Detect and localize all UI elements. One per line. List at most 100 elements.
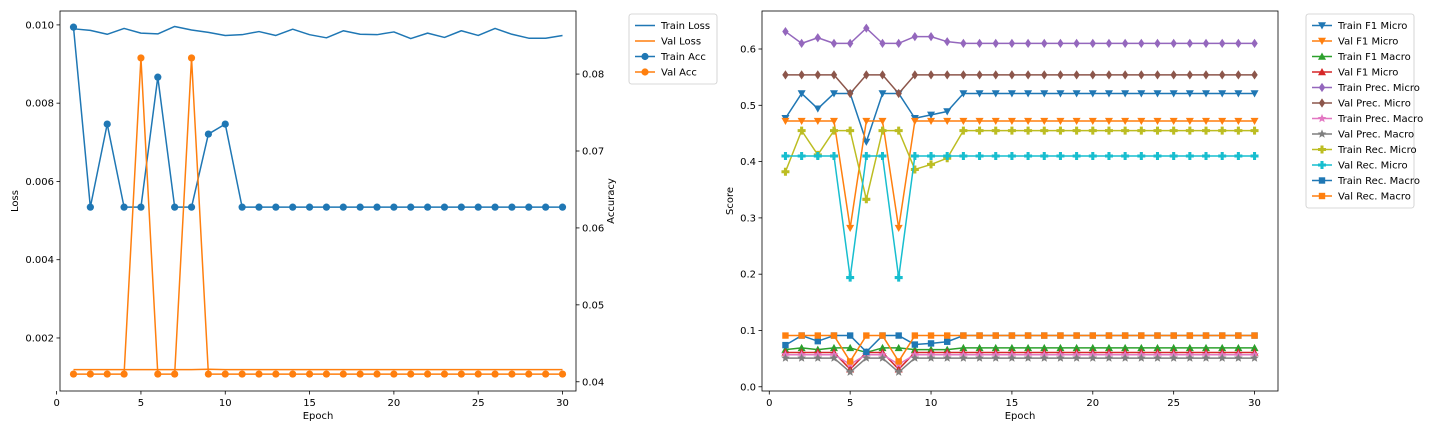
data-point xyxy=(895,332,901,338)
data-point xyxy=(847,358,853,364)
data-point xyxy=(424,204,431,211)
x-tick-label: 10 xyxy=(219,398,232,409)
data-point xyxy=(154,370,161,377)
data-point xyxy=(525,370,532,377)
data-point xyxy=(272,204,279,211)
data-point xyxy=(1138,332,1144,338)
data-point xyxy=(542,370,549,377)
x-tick-label: 5 xyxy=(847,398,853,409)
data-point xyxy=(222,120,229,127)
data-point xyxy=(475,204,482,211)
x-tick-label: 25 xyxy=(1167,398,1180,409)
legend-marker xyxy=(1319,193,1325,199)
data-point xyxy=(323,370,330,377)
x-axis-label: Epoch xyxy=(1005,411,1036,422)
data-point xyxy=(1187,332,1193,338)
legend-label: Train Prec. Micro xyxy=(1337,83,1420,94)
y-tick-label: 0.3 xyxy=(740,213,756,224)
data-point xyxy=(87,204,94,211)
legend-label: Val Prec. Micro xyxy=(1338,99,1411,110)
data-point xyxy=(1025,332,1031,338)
data-point xyxy=(70,24,77,31)
legend-label: Val Acc xyxy=(661,68,697,79)
data-point xyxy=(976,332,982,338)
x-tick-label: 20 xyxy=(388,398,401,409)
data-point xyxy=(960,332,966,338)
x-tick-label: 10 xyxy=(925,398,938,409)
y-right-tick-label: 0.06 xyxy=(582,223,604,234)
x-tick-label: 15 xyxy=(303,398,316,409)
legend-label: Val Prec. Macro xyxy=(1338,130,1414,141)
data-point xyxy=(272,370,279,377)
y-right-tick-label: 0.04 xyxy=(582,377,604,388)
y-axis-label: Loss xyxy=(10,190,21,212)
data-point xyxy=(306,370,313,377)
y-tick-label: 0.6 xyxy=(740,45,756,56)
data-point xyxy=(1219,332,1225,338)
data-point xyxy=(559,204,566,211)
y-right-tick-label: 0.08 xyxy=(582,70,604,81)
data-point xyxy=(1041,332,1047,338)
data-point xyxy=(1235,332,1241,338)
data-point xyxy=(1009,332,1015,338)
data-point xyxy=(1106,332,1112,338)
data-point xyxy=(104,120,111,127)
data-point xyxy=(239,204,246,211)
data-point xyxy=(491,370,498,377)
data-point xyxy=(390,204,397,211)
data-point xyxy=(1057,332,1063,338)
x-tick-label: 0 xyxy=(766,398,772,409)
legend-marker xyxy=(1319,177,1325,183)
data-point xyxy=(407,370,414,377)
data-point xyxy=(424,370,431,377)
data-point xyxy=(475,370,482,377)
y-tick-label: 0.0 xyxy=(740,382,756,393)
data-point xyxy=(289,370,296,377)
legend-label: Val Rec. Micro xyxy=(1338,161,1408,172)
data-point xyxy=(373,370,380,377)
data-point xyxy=(863,349,869,355)
data-point xyxy=(137,204,144,211)
data-point xyxy=(120,204,127,211)
data-point xyxy=(323,204,330,211)
data-point xyxy=(863,332,869,338)
data-point xyxy=(928,332,934,338)
y-tick-label: 0.002 xyxy=(25,333,54,344)
data-point xyxy=(508,370,515,377)
data-point xyxy=(188,54,195,61)
data-point xyxy=(491,204,498,211)
data-point xyxy=(1073,332,1079,338)
data-point xyxy=(831,332,837,338)
x-tick-label: 15 xyxy=(1006,398,1019,409)
data-point xyxy=(458,204,465,211)
data-point xyxy=(912,341,918,347)
data-point xyxy=(390,370,397,377)
y-tick-label: 0.4 xyxy=(740,157,756,168)
data-point xyxy=(1251,332,1257,338)
x-tick-label: 25 xyxy=(472,398,485,409)
legend-label: Train Acc xyxy=(660,52,706,63)
data-point xyxy=(815,338,821,344)
data-point xyxy=(154,74,161,81)
y-axis-label: Score xyxy=(725,187,736,215)
data-point xyxy=(928,340,934,346)
y-right-tick-label: 0.07 xyxy=(582,147,604,158)
data-point xyxy=(87,370,94,377)
data-point xyxy=(205,370,212,377)
legend-label: Val Rec. Macro xyxy=(1338,192,1411,203)
y-tick-label: 0.010 xyxy=(25,20,54,31)
data-point xyxy=(1122,332,1128,338)
data-point xyxy=(171,204,178,211)
data-point xyxy=(1090,332,1096,338)
data-point xyxy=(306,204,313,211)
data-point xyxy=(171,370,178,377)
data-point xyxy=(1170,332,1176,338)
legend-marker xyxy=(641,53,648,60)
legend-label: Train Loss xyxy=(660,21,710,32)
data-point xyxy=(357,370,364,377)
y-right-axis-label: Accuracy xyxy=(606,178,617,224)
data-point xyxy=(120,370,127,377)
data-point xyxy=(993,332,999,338)
data-point xyxy=(1203,332,1209,338)
